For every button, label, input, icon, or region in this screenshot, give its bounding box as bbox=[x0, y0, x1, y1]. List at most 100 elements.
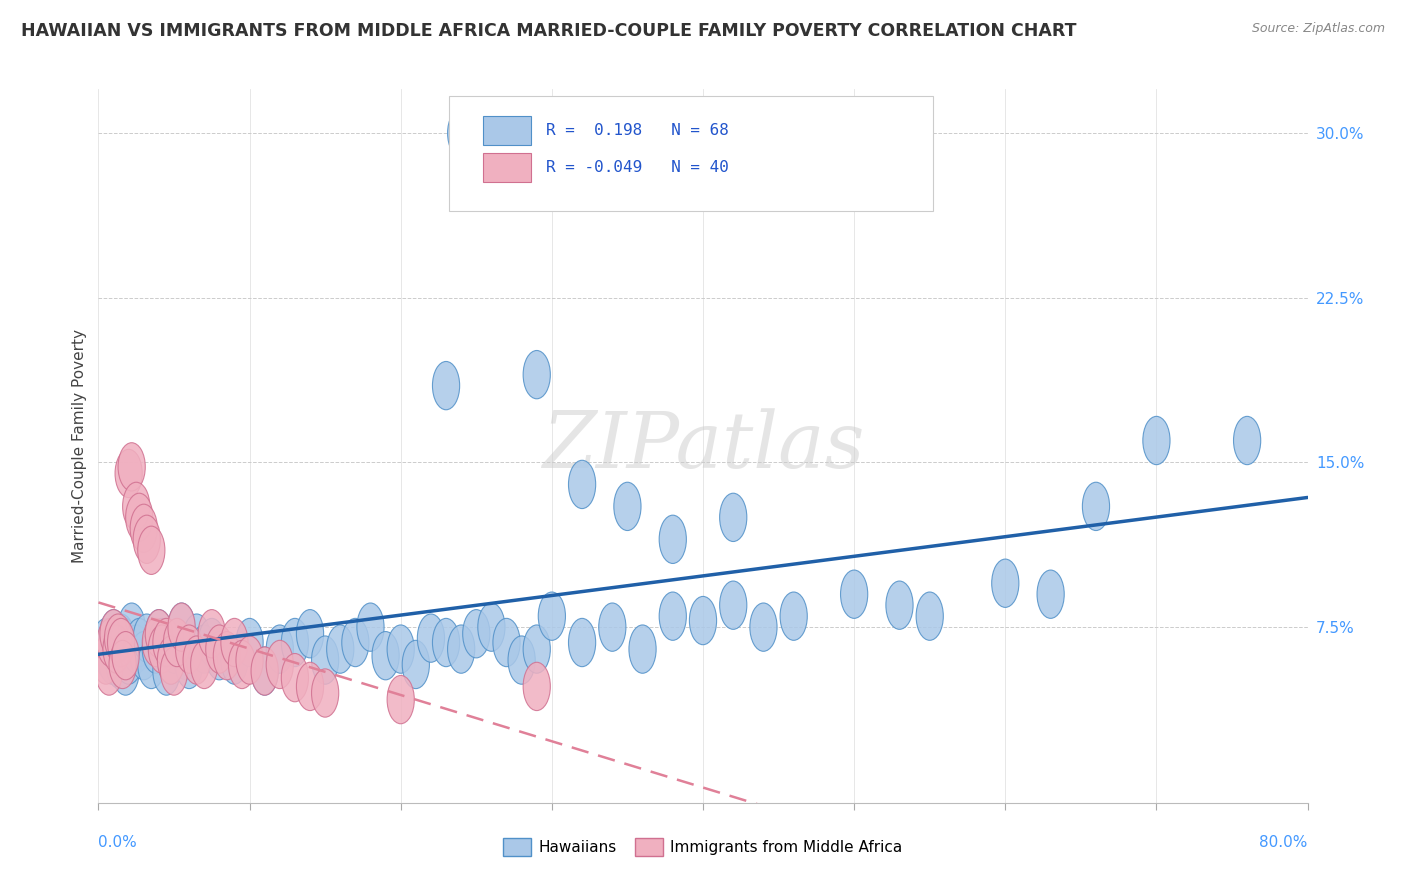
Ellipse shape bbox=[93, 636, 120, 684]
Ellipse shape bbox=[659, 592, 686, 640]
Ellipse shape bbox=[1143, 417, 1170, 465]
Ellipse shape bbox=[780, 592, 807, 640]
Ellipse shape bbox=[689, 597, 717, 645]
Ellipse shape bbox=[100, 609, 127, 658]
Ellipse shape bbox=[138, 526, 165, 574]
Ellipse shape bbox=[176, 625, 202, 673]
Ellipse shape bbox=[111, 618, 138, 666]
Ellipse shape bbox=[228, 640, 256, 689]
Ellipse shape bbox=[281, 618, 308, 666]
Ellipse shape bbox=[387, 675, 415, 723]
Ellipse shape bbox=[142, 625, 170, 673]
Ellipse shape bbox=[153, 618, 180, 666]
Ellipse shape bbox=[96, 647, 122, 695]
Ellipse shape bbox=[841, 570, 868, 618]
Ellipse shape bbox=[134, 516, 160, 564]
Ellipse shape bbox=[98, 636, 125, 684]
Ellipse shape bbox=[153, 647, 180, 695]
Ellipse shape bbox=[145, 609, 173, 658]
Ellipse shape bbox=[252, 647, 278, 695]
Ellipse shape bbox=[478, 603, 505, 651]
Ellipse shape bbox=[167, 603, 195, 651]
Ellipse shape bbox=[160, 647, 187, 695]
Ellipse shape bbox=[886, 581, 912, 630]
Ellipse shape bbox=[373, 632, 399, 680]
Ellipse shape bbox=[198, 618, 225, 666]
Ellipse shape bbox=[163, 618, 191, 666]
Ellipse shape bbox=[659, 516, 686, 564]
Text: ZIPatlas: ZIPatlas bbox=[541, 408, 865, 484]
Ellipse shape bbox=[523, 351, 550, 399]
Ellipse shape bbox=[131, 504, 157, 552]
Ellipse shape bbox=[96, 632, 122, 680]
Ellipse shape bbox=[508, 636, 536, 684]
Text: HAWAIIAN VS IMMIGRANTS FROM MIDDLE AFRICA MARRIED-COUPLE FAMILY POVERTY CORRELAT: HAWAIIAN VS IMMIGRANTS FROM MIDDLE AFRIC… bbox=[21, 22, 1077, 40]
Ellipse shape bbox=[749, 603, 778, 651]
Ellipse shape bbox=[134, 614, 160, 662]
Ellipse shape bbox=[236, 618, 263, 666]
Ellipse shape bbox=[568, 460, 596, 508]
Ellipse shape bbox=[1038, 570, 1064, 618]
Ellipse shape bbox=[176, 640, 202, 689]
Ellipse shape bbox=[463, 609, 489, 658]
Ellipse shape bbox=[112, 632, 139, 680]
Ellipse shape bbox=[297, 609, 323, 658]
Ellipse shape bbox=[167, 603, 195, 651]
Ellipse shape bbox=[1083, 483, 1109, 531]
Ellipse shape bbox=[122, 483, 150, 531]
Ellipse shape bbox=[198, 609, 225, 658]
Ellipse shape bbox=[93, 618, 120, 666]
Ellipse shape bbox=[447, 625, 475, 673]
Ellipse shape bbox=[433, 618, 460, 666]
Ellipse shape bbox=[125, 493, 153, 541]
Ellipse shape bbox=[125, 618, 153, 666]
Ellipse shape bbox=[183, 636, 211, 684]
Ellipse shape bbox=[599, 603, 626, 651]
Ellipse shape bbox=[148, 625, 176, 673]
FancyBboxPatch shape bbox=[482, 153, 531, 182]
Ellipse shape bbox=[387, 625, 415, 673]
Ellipse shape bbox=[568, 618, 596, 666]
Ellipse shape bbox=[523, 662, 550, 711]
Ellipse shape bbox=[720, 493, 747, 541]
Ellipse shape bbox=[214, 632, 240, 680]
Ellipse shape bbox=[402, 640, 429, 689]
Ellipse shape bbox=[252, 647, 278, 695]
Ellipse shape bbox=[297, 662, 323, 711]
Ellipse shape bbox=[118, 603, 145, 651]
Ellipse shape bbox=[112, 647, 139, 695]
Ellipse shape bbox=[1233, 417, 1261, 465]
Ellipse shape bbox=[122, 625, 150, 673]
Y-axis label: Married-Couple Family Poverty: Married-Couple Family Poverty bbox=[72, 329, 87, 563]
Ellipse shape bbox=[342, 618, 368, 666]
Ellipse shape bbox=[173, 632, 200, 680]
Ellipse shape bbox=[142, 618, 170, 666]
Ellipse shape bbox=[115, 450, 142, 498]
Ellipse shape bbox=[163, 618, 191, 666]
Ellipse shape bbox=[183, 614, 211, 662]
Ellipse shape bbox=[118, 442, 145, 491]
Ellipse shape bbox=[357, 603, 384, 651]
Ellipse shape bbox=[312, 636, 339, 684]
Ellipse shape bbox=[205, 625, 233, 673]
Ellipse shape bbox=[105, 640, 134, 689]
Ellipse shape bbox=[312, 669, 339, 717]
Ellipse shape bbox=[107, 614, 135, 662]
Ellipse shape bbox=[236, 636, 263, 684]
Ellipse shape bbox=[110, 640, 136, 689]
Ellipse shape bbox=[97, 618, 124, 666]
Ellipse shape bbox=[115, 636, 142, 684]
FancyBboxPatch shape bbox=[449, 96, 932, 211]
Ellipse shape bbox=[100, 609, 127, 658]
Ellipse shape bbox=[107, 618, 135, 666]
Ellipse shape bbox=[221, 618, 247, 666]
Ellipse shape bbox=[104, 614, 132, 662]
Ellipse shape bbox=[720, 581, 747, 630]
Ellipse shape bbox=[494, 618, 520, 666]
Text: Source: ZipAtlas.com: Source: ZipAtlas.com bbox=[1251, 22, 1385, 36]
Legend: Hawaiians, Immigrants from Middle Africa: Hawaiians, Immigrants from Middle Africa bbox=[503, 838, 903, 855]
Ellipse shape bbox=[418, 614, 444, 662]
Ellipse shape bbox=[991, 559, 1019, 607]
Ellipse shape bbox=[157, 636, 184, 684]
Text: 0.0%: 0.0% bbox=[98, 835, 138, 850]
